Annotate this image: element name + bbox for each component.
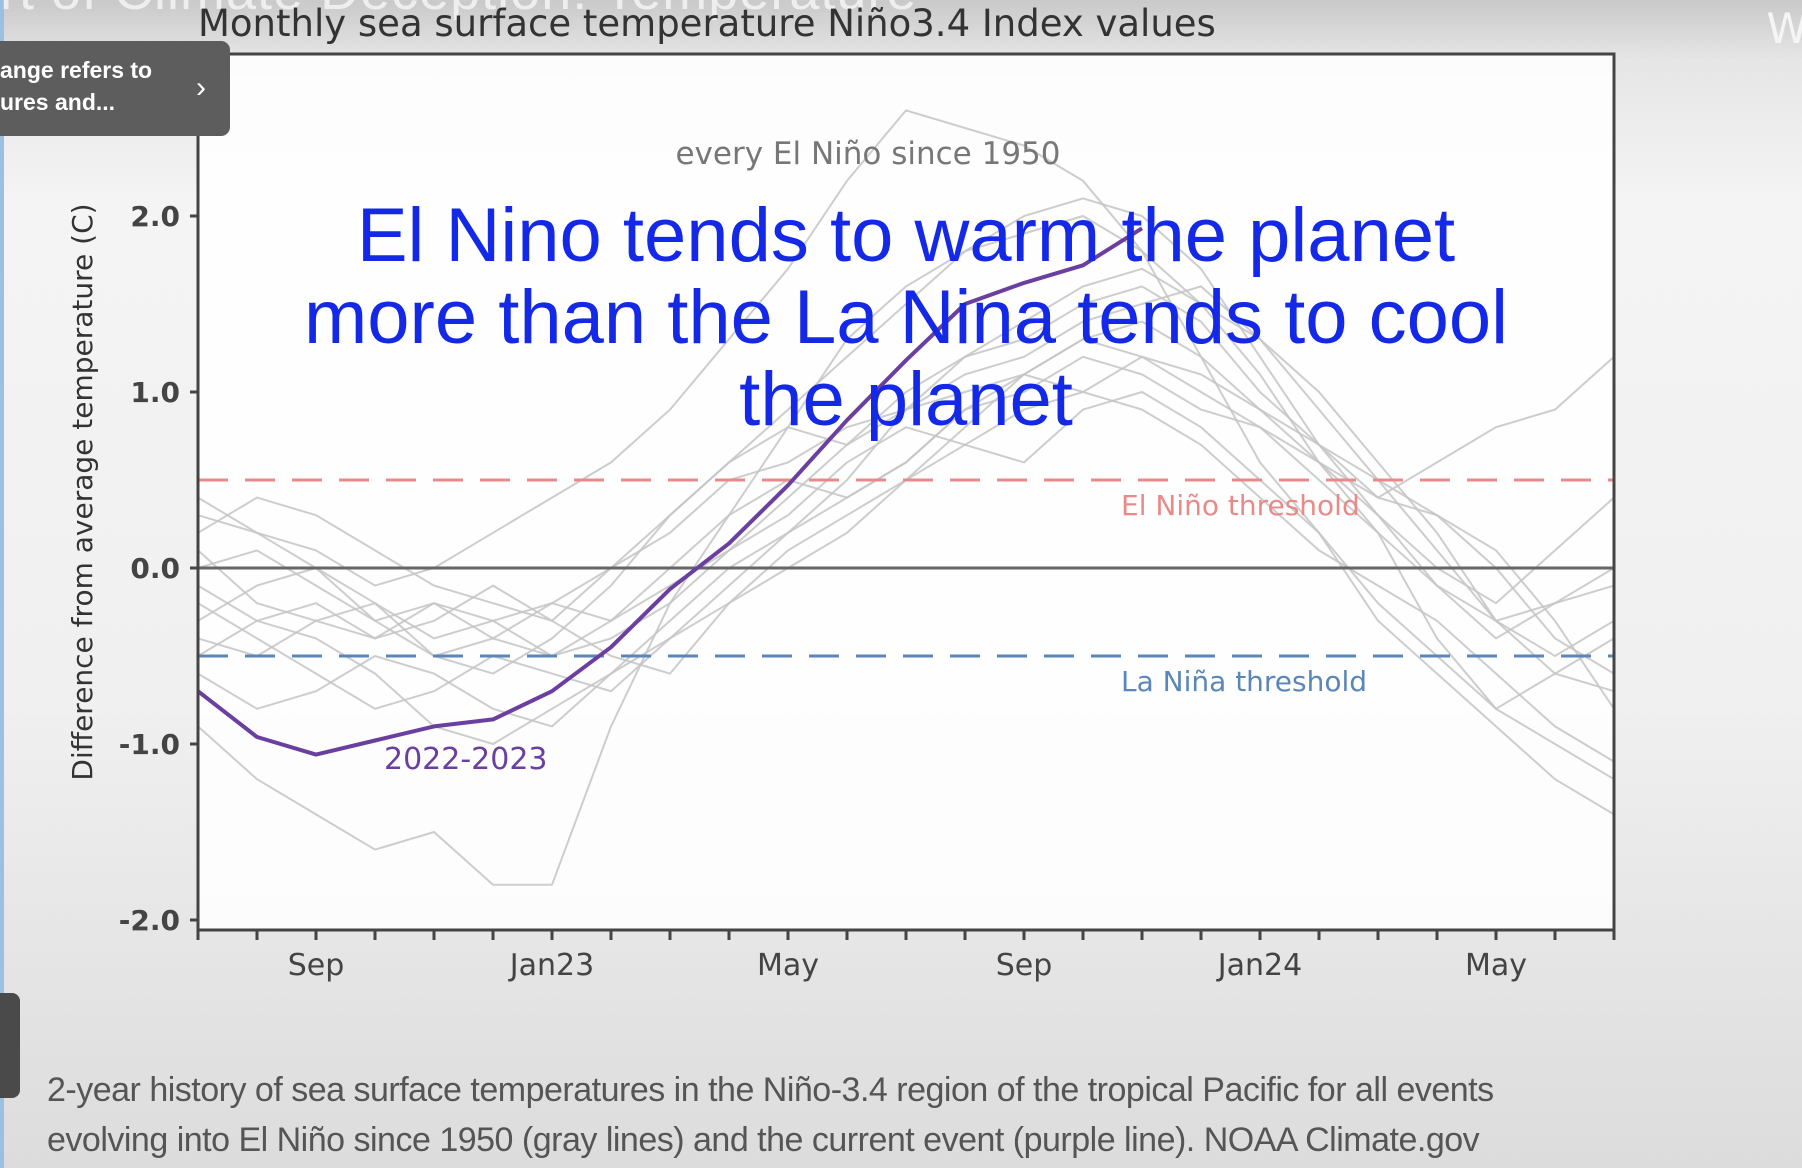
side-panel-handle[interactable]	[0, 993, 20, 1098]
y-tick-label: -2.0	[119, 904, 180, 937]
window-edge	[0, 0, 4, 1168]
video-title: rt of Climate Deception: Temperature	[0, 0, 917, 22]
plot-area	[198, 54, 1614, 930]
el-nino-threshold-label: El Niño threshold	[1121, 489, 1360, 522]
info-card-popup[interactable]: ange refers to ures and... ›	[0, 41, 230, 136]
current-event-line	[196, 226, 1144, 757]
right-edge-text: W	[1766, 4, 1802, 53]
x-tick-label: May	[757, 948, 819, 983]
x-axis: Sep Jan23 May Sep Jan24 May	[196, 930, 1616, 983]
chevron-right-icon[interactable]: ›	[196, 71, 206, 104]
x-tick-label: Sep	[288, 948, 345, 983]
gray-event-line	[197, 355, 1615, 658]
series-label-2022-2023: 2022-2023	[384, 742, 548, 777]
overlay-line-3: the planet	[739, 357, 1073, 442]
chart-title: Monthly sea surface temperature Niño3.4 …	[198, 2, 1216, 45]
x-tick-label: Jan24	[1216, 948, 1302, 983]
info-card-text-line-2: ures and...	[0, 89, 116, 115]
x-tick-label: May	[1465, 948, 1527, 983]
caption-line-1: 2-year history of sea surface temperatur…	[47, 1071, 1494, 1109]
overlay-annotation: El Nino tends to warm the planet more th…	[198, 195, 1614, 441]
info-card-text-line-1: ange refers to	[0, 57, 153, 83]
figure-caption: 2-year history of sea surface temperatur…	[47, 1065, 1494, 1165]
y-tick-label: -1.0	[119, 728, 180, 761]
y-axis-label: Difference from average temperature (C)	[66, 203, 99, 780]
chart-subtitle: every El Niño since 1950	[675, 136, 1060, 172]
overlay-line-1: El Nino tends to warm the planet	[356, 193, 1456, 278]
y-tick-label: 1.0	[130, 376, 180, 409]
y-axis: 2.0 1.0 0.0 -1.0 -2.0	[119, 200, 198, 937]
y-tick-label: 2.0	[130, 200, 180, 233]
x-tick-label: Sep	[996, 948, 1053, 983]
overlay-line-2: more than the La Nina tends to cool	[303, 275, 1509, 360]
y-tick-label: 0.0	[130, 552, 180, 585]
series-2022-2023	[196, 226, 1144, 757]
threshold-lines	[198, 478, 1614, 658]
caption-line-2: evolving into El Niño since 1950 (gray l…	[47, 1121, 1480, 1159]
x-tick-label: Jan23	[508, 948, 594, 983]
la-nina-threshold-label: La Niña threshold	[1121, 665, 1367, 698]
